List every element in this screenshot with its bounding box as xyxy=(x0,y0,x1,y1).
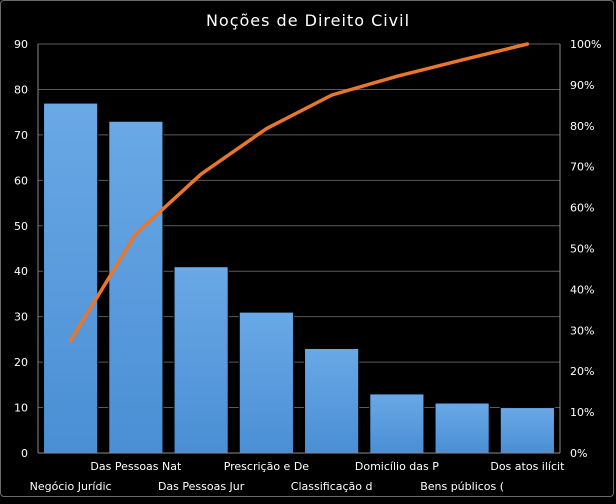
y-tick-label: 90 xyxy=(14,38,28,51)
line-point xyxy=(395,74,399,78)
y2-tick-label: 90% xyxy=(570,79,594,92)
x-tick-label: Domicílio das P xyxy=(355,460,439,473)
x-tick-label: Prescrição e De xyxy=(224,460,310,473)
y-tick-label: 80 xyxy=(14,83,28,96)
y2-tick-label: 70% xyxy=(570,161,594,174)
x-tick-label: Bens públicos ( xyxy=(420,480,504,493)
bar xyxy=(108,120,164,454)
y2-tick-label: 30% xyxy=(570,324,594,337)
bar xyxy=(304,347,360,454)
y2-tick-label: 60% xyxy=(570,202,594,215)
bar xyxy=(434,402,490,454)
y-tick-label: 70 xyxy=(14,129,28,142)
y-tick-label: 20 xyxy=(14,356,28,369)
x-tick-label: Das Pessoas Jur xyxy=(158,480,245,493)
cumulative-line-series xyxy=(68,42,530,343)
y-tick-label: 50 xyxy=(14,220,28,233)
line-point xyxy=(134,232,138,236)
bar-series xyxy=(43,102,555,454)
y-tick-label: 40 xyxy=(14,265,28,278)
x-axis-ticks: Negócio Jurídic Das Pessoas Nat Das Pessoa… xyxy=(30,460,565,493)
cumulative-line xyxy=(68,42,530,343)
y2-tick-label: 20% xyxy=(570,365,594,378)
line-point xyxy=(264,127,268,131)
y-tick-label: 60 xyxy=(14,174,28,187)
line-point xyxy=(69,339,73,343)
y2-tick-label: 10% xyxy=(570,406,594,419)
x-tick-label: Negócio Jurídic xyxy=(30,480,112,493)
y-tick-label: 0 xyxy=(21,447,28,460)
y2-tick-label: 40% xyxy=(570,283,594,296)
x-tick-label: Das Pessoas Nat xyxy=(90,460,182,473)
y2-tick-label: 80% xyxy=(570,120,594,133)
y2-axis-ticks: 0% 10% 20% 30% 40% 50% 60% 70% 80% 90% 100% xyxy=(570,38,601,460)
line-point xyxy=(460,58,464,62)
line-point xyxy=(199,172,203,176)
bar xyxy=(43,102,99,454)
line-point xyxy=(525,42,529,46)
y-axis-ticks: 0 10 20 30 40 50 60 70 80 90 xyxy=(14,38,28,460)
y2-tick-label: 100% xyxy=(570,38,601,51)
x-tick-label: Dos atos ilícit xyxy=(490,460,565,473)
chart-title: Noções de Direito Civil xyxy=(206,11,410,30)
bar xyxy=(499,407,555,454)
line-point xyxy=(330,93,334,97)
axes xyxy=(37,44,561,454)
x-tick-label: Classificação d xyxy=(291,480,373,493)
bar xyxy=(369,393,425,454)
y2-tick-label: 50% xyxy=(570,243,594,256)
y-tick-label: 10 xyxy=(14,402,28,415)
y-tick-label: 30 xyxy=(14,311,28,324)
y2-tick-label: 0% xyxy=(570,447,587,460)
